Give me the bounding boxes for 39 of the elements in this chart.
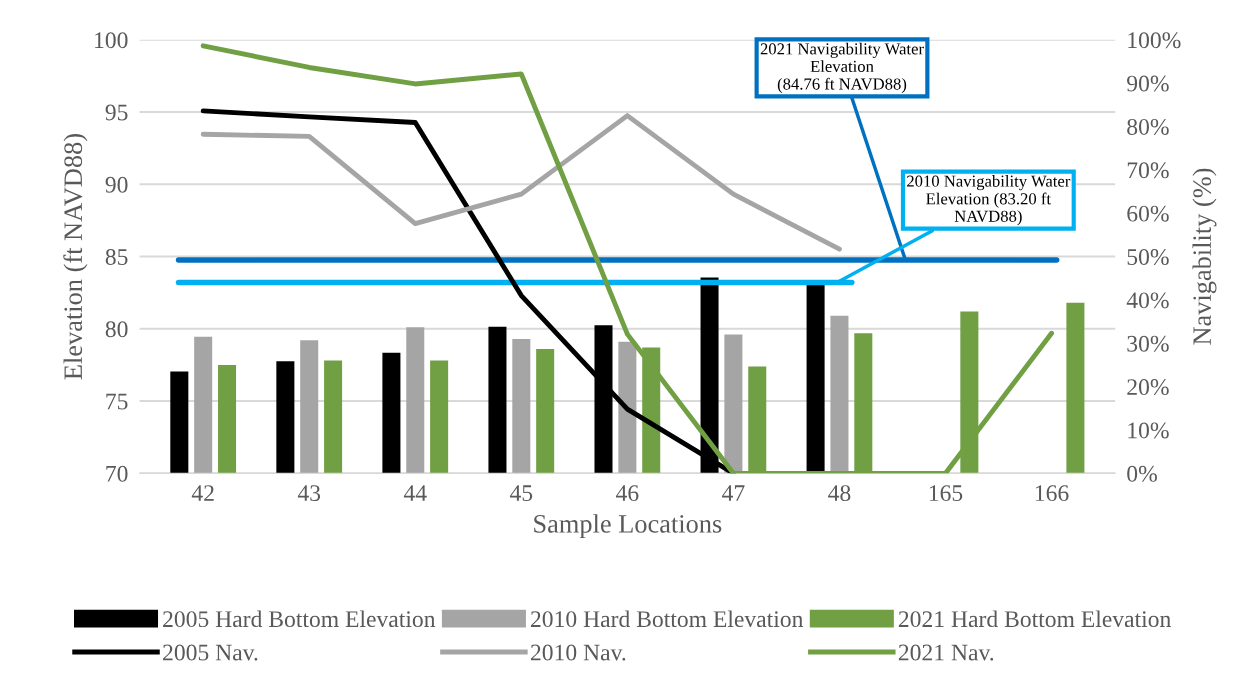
x-tick-label: 42 bbox=[191, 485, 214, 501]
y2-tick-label: 60% bbox=[1127, 205, 1169, 222]
y2-tick-label: 50% bbox=[1127, 249, 1169, 266]
legend-label: 2010 Hard Bottom Elevation bbox=[530, 610, 804, 628]
x-tick-label: 45 bbox=[509, 485, 533, 502]
y-tick-label: 75 bbox=[106, 393, 128, 410]
ref-line-label: 2021 Navigability Water Elevation (84.76 ft NAVD88) bbox=[760, 42, 924, 94]
y2-axis-title: Navigability (%) bbox=[1192, 168, 1217, 345]
x-axis-title: Sample Locations bbox=[534, 514, 722, 539]
line-series bbox=[200, 113, 842, 252]
legend-label: 2021 Hard Bottom Elevation bbox=[898, 610, 1171, 628]
x-tick-label: 43 bbox=[297, 485, 321, 502]
legend-label: 2010 Nav. bbox=[530, 644, 626, 661]
y2-tick-label: 70% bbox=[1127, 162, 1169, 179]
legend-label: 2005 Nav. bbox=[163, 644, 258, 661]
y2-tick-label: 30% bbox=[1127, 335, 1169, 352]
x-tick-label: 165 bbox=[929, 485, 963, 502]
y2-tick-label: 100% bbox=[1128, 32, 1181, 49]
x-tick-label: 48 bbox=[828, 485, 851, 502]
x-tick-label: 44 bbox=[403, 485, 427, 501]
y-tick-label: 100 bbox=[95, 32, 128, 49]
y-axis-title: Elevation (ft NAVD88) bbox=[63, 134, 88, 380]
legend-label: 2005 Hard Bottom Elevation bbox=[163, 610, 436, 628]
x-tick-label: 166 bbox=[1035, 485, 1069, 502]
x-tick-label: 46 bbox=[616, 485, 639, 502]
y-tick-label: 80 bbox=[105, 321, 128, 338]
y-tick-label: 90 bbox=[105, 176, 128, 193]
x-tick-label: 47 bbox=[722, 485, 745, 501]
y2-tick-label: 90% bbox=[1127, 75, 1169, 92]
y-tick-label: 95 bbox=[105, 104, 128, 121]
legend-label: 2021 Nav. bbox=[898, 644, 994, 661]
ref-line-label: 2010 Navigability Water Elevation (83.20 ft NAVD88) bbox=[907, 175, 1071, 226]
y2-tick-label: 40% bbox=[1126, 292, 1169, 309]
y2-tick-label: 0% bbox=[1127, 465, 1157, 482]
y-tick-label: 85 bbox=[105, 249, 128, 265]
y2-tick-label: 20% bbox=[1127, 379, 1169, 396]
y-tick-label: 70 bbox=[106, 465, 128, 482]
y2-tick-label: 10% bbox=[1128, 422, 1169, 439]
y2-tick-label: 80% bbox=[1127, 118, 1169, 135]
